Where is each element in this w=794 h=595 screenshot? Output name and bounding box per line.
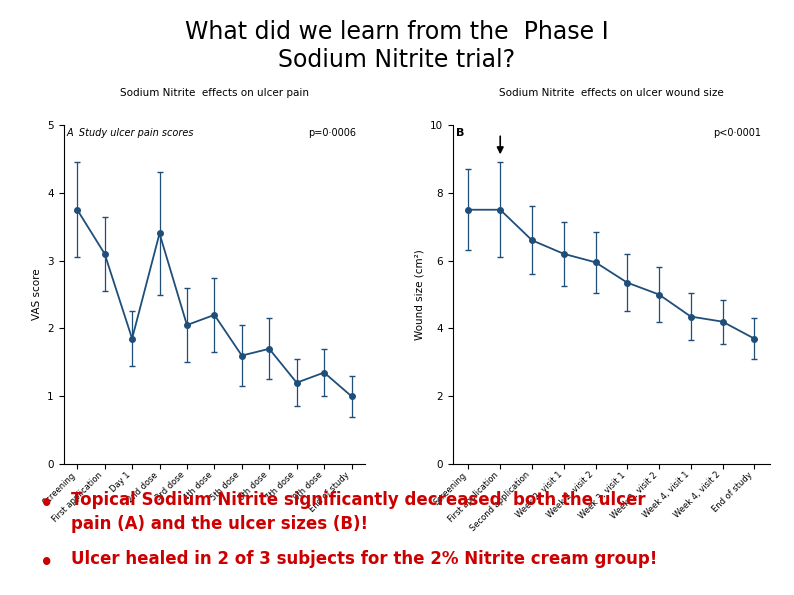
Text: Sodium Nitrite  effects on ulcer pain: Sodium Nitrite effects on ulcer pain <box>120 88 309 98</box>
Y-axis label: Wound size (cm²): Wound size (cm²) <box>414 249 424 340</box>
Text: •: • <box>40 553 53 574</box>
Text: B: B <box>456 129 464 139</box>
Text: pain (A) and the ulcer sizes (B)!: pain (A) and the ulcer sizes (B)! <box>71 515 368 533</box>
Text: A  Study ulcer pain scores: A Study ulcer pain scores <box>67 129 194 139</box>
Text: Ulcer healed in 2 of 3 subjects for the 2% Nitrite cream group!: Ulcer healed in 2 of 3 subjects for the … <box>71 550 658 568</box>
Text: •: • <box>40 494 53 514</box>
Text: What did we learn from the  Phase I
Sodium Nitrite trial?: What did we learn from the Phase I Sodiu… <box>185 20 609 72</box>
Text: Topical Sodium Nitrite significantly decreased  both the ulcer: Topical Sodium Nitrite significantly dec… <box>71 491 646 509</box>
Y-axis label: VAS score: VAS score <box>32 269 41 320</box>
Text: p=0·0006: p=0·0006 <box>308 129 357 139</box>
Text: Sodium Nitrite  effects on ulcer wound size: Sodium Nitrite effects on ulcer wound si… <box>499 88 724 98</box>
Text: p<0·0001: p<0·0001 <box>713 129 761 139</box>
